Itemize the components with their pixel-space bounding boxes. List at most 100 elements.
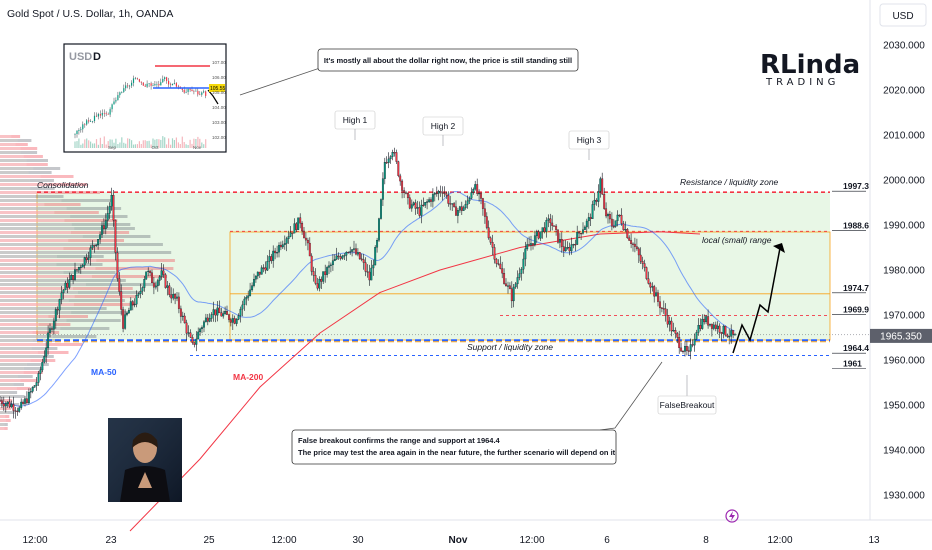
volume-profile-bar [0,175,41,178]
volume-profile-bar [0,351,38,354]
inset-volume-bar [150,144,152,148]
inset-volume-bar [205,139,207,148]
volume-profile-bar [4,427,8,430]
volume-profile-bar [0,355,30,358]
volume-profile-bar [0,283,86,286]
time-axis[interactable]: 12:00 23 25 12:00 30 Nov 12:00 6 8 12:00 13 [22,535,880,546]
candle-body [152,282,155,288]
inset-x-axis: Sep Oct Nov [108,145,202,150]
volume-profile-bar [0,195,35,198]
volume-profile-bar [55,191,100,194]
volume-profile-bar [0,255,57,258]
candle-body [416,207,419,209]
candle-body [399,175,402,182]
volume-profile-bar [45,343,83,346]
inset-volume-bar [191,143,193,148]
inset-volume-bar [80,144,82,148]
candle-body [605,208,608,217]
candle-body [279,244,282,248]
x-tick-label: 12:00 [271,535,296,546]
candle-body [118,278,121,292]
candle-body [595,199,598,202]
level-tags: 1997.3 1988.6 1974.7 1969.9 1964.4 1961 [832,181,869,369]
volume-profile-bar [0,279,70,282]
candle-body [684,346,686,352]
candle-body [72,275,75,280]
inset-candle-body [84,124,86,125]
candle-body [206,317,209,322]
inset-volume-bar [183,142,185,148]
candle-body [208,318,211,322]
high1-marker: High 1 [334,110,376,140]
volume-profile-bar [0,239,69,242]
inset-volume-bar [86,138,88,148]
candle-body [297,217,300,230]
candle-body [358,252,361,260]
candle-body [489,237,492,243]
candle-body [278,244,280,253]
candle-body [158,276,161,281]
candle-body [380,199,382,219]
currency-label[interactable]: USD [892,11,913,22]
candle-body [29,391,32,393]
candle-body [645,267,648,279]
volume-profile-bar [78,291,142,294]
candle-body [191,337,194,343]
candle-body [51,328,53,330]
inset-price-text: 105.55 [210,86,226,92]
inset-candle-body [125,85,127,89]
candle-body [283,243,286,245]
inset-candle-body [170,84,172,86]
candle-body [41,362,44,371]
inset-volume-bar [144,140,146,148]
candle-body [397,161,400,176]
candle-body [699,325,702,329]
candle-body [49,328,51,333]
candle-body [591,204,594,219]
candle-body [220,312,223,317]
inset-candle-body [187,88,189,92]
volume-profile-bar [0,163,27,166]
candle-body [466,200,469,205]
candle-body [483,208,486,217]
inset-volume-bar [179,144,181,148]
inset-candle-body [78,130,80,131]
volume-profile-bar [91,275,168,278]
inset-volume-bar [158,139,160,148]
inset-candle-body [150,83,152,86]
inset-x-label: Nov [193,145,202,150]
volume-profile-bar [0,139,18,142]
candle-body [320,278,323,282]
currency-button[interactable]: USD [879,3,927,27]
volume-profile-bar [0,347,32,350]
candle-body [326,267,329,275]
candle-body [714,324,717,329]
candle-body [433,192,436,195]
levels-layer [37,191,870,356]
lightning-icon[interactable] [725,509,739,523]
volume-profile-bar [95,267,174,270]
inset-candle-body [88,120,90,122]
price-axis[interactable]: 1930.000 1940.000 1950.000 1960.000 1970.000… [883,41,925,502]
volume-profile-bar [63,271,116,274]
candle-body [678,337,681,349]
candle-body [58,299,61,311]
candle-body [420,204,423,216]
candle-body [341,255,344,259]
candle-body [99,234,102,240]
candle-body [81,265,84,268]
volume-profile-bar [0,147,21,150]
volume-profile-bar [73,303,135,306]
inset-volume-bar [171,138,174,148]
bottom-callout: False breakout confirms the range and su… [291,361,663,465]
candle-body [437,191,440,194]
candle-body [728,336,731,338]
candle-body [179,308,182,317]
inset-candle-body [117,95,119,101]
candle-body [124,314,127,329]
volume-profile-bar [26,163,48,166]
candle-body [97,239,100,246]
inset-volume-bar [125,143,127,148]
volume-profile-bar [0,235,83,238]
